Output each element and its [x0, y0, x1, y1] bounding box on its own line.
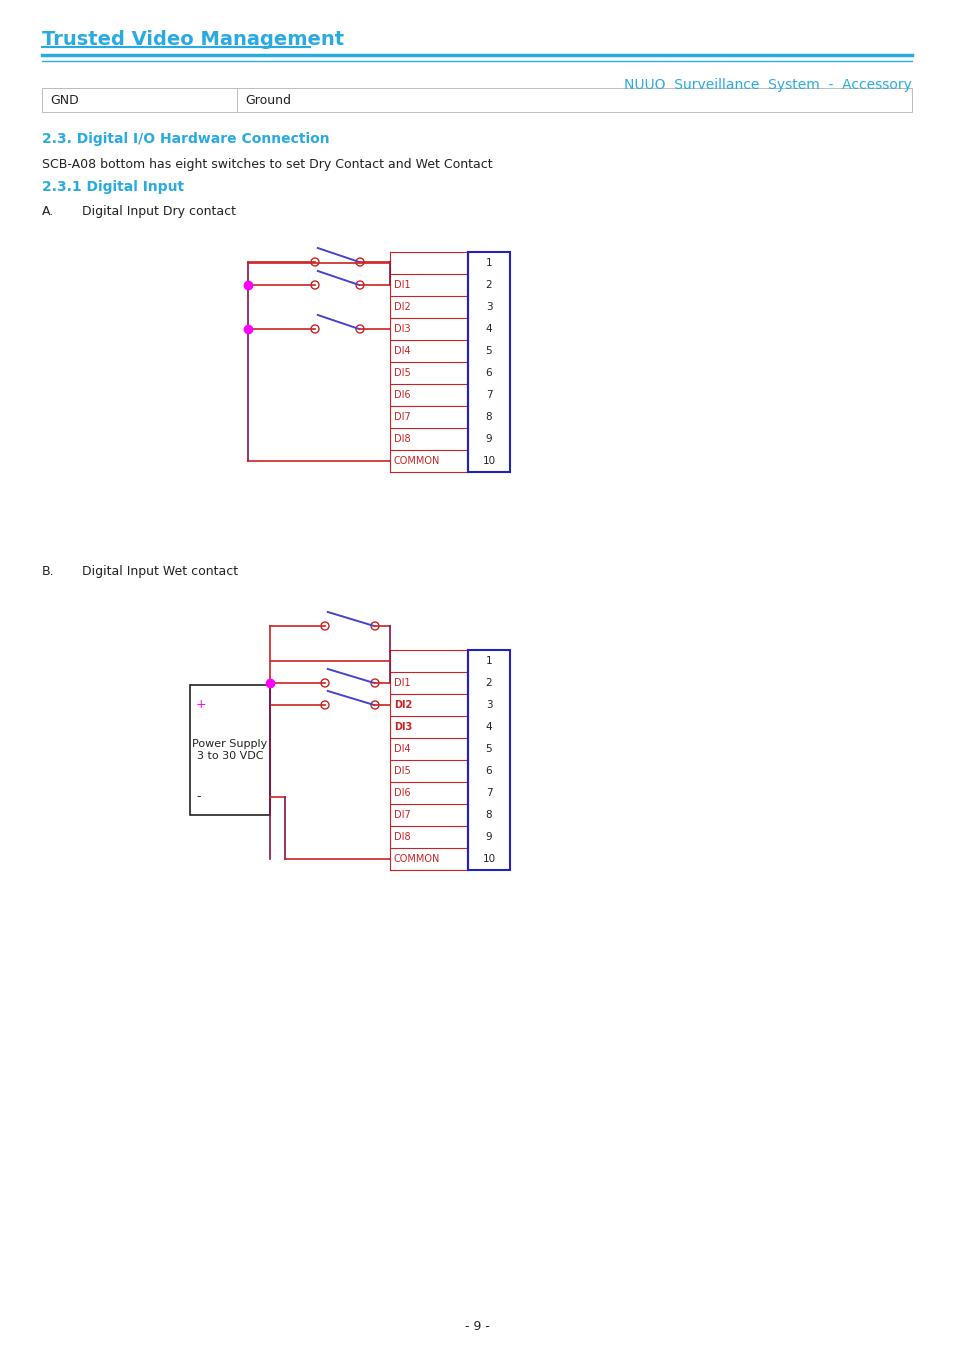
Text: GND: GND [50, 93, 79, 107]
Text: - 9 -: - 9 - [464, 1321, 489, 1333]
Text: 7: 7 [485, 788, 492, 799]
Text: DI6: DI6 [394, 788, 410, 799]
Text: B.: B. [42, 565, 54, 577]
Text: 10: 10 [482, 854, 495, 863]
Text: DI2: DI2 [394, 302, 411, 312]
Text: 4: 4 [485, 722, 492, 733]
Text: DI8: DI8 [394, 434, 410, 444]
Text: 2: 2 [485, 679, 492, 688]
Text: 3: 3 [485, 700, 492, 710]
Text: 6: 6 [485, 766, 492, 776]
Text: 1: 1 [485, 656, 492, 666]
Text: 3: 3 [485, 302, 492, 312]
Text: DI4: DI4 [394, 345, 410, 356]
Text: 5: 5 [485, 745, 492, 754]
Text: Trusted Video Management: Trusted Video Management [42, 30, 344, 49]
Text: Ground: Ground [245, 93, 291, 107]
Text: 8: 8 [485, 809, 492, 820]
Text: 6: 6 [485, 368, 492, 378]
Text: COMMON: COMMON [394, 456, 440, 465]
Text: 2.3.1 Digital Input: 2.3.1 Digital Input [42, 179, 184, 194]
Text: 4: 4 [485, 324, 492, 335]
Bar [190, 685, 270, 815]
Text: DI5: DI5 [394, 368, 411, 378]
Text: 8: 8 [485, 411, 492, 422]
Text: DI5: DI5 [394, 766, 411, 776]
Text: DI8: DI8 [394, 832, 410, 842]
Text: Digital Input Wet contact: Digital Input Wet contact [82, 565, 238, 577]
Text: A.: A. [42, 205, 54, 219]
Text: DI7: DI7 [394, 809, 411, 820]
Text: 9: 9 [485, 832, 492, 842]
Text: 2.3. Digital I/O Hardware Connection: 2.3. Digital I/O Hardware Connection [42, 132, 330, 146]
Text: +: + [195, 699, 207, 711]
Text: DI1: DI1 [394, 281, 410, 290]
Text: Digital Input Dry contact: Digital Input Dry contact [82, 205, 235, 219]
Text: 5: 5 [485, 345, 492, 356]
Bar [468, 252, 510, 472]
Text: DI3: DI3 [394, 324, 410, 335]
Text: 10: 10 [482, 456, 495, 465]
Text: DI4: DI4 [394, 745, 410, 754]
Text: 9: 9 [485, 434, 492, 444]
Text: DI7: DI7 [394, 411, 411, 422]
Text: DI2: DI2 [394, 700, 412, 710]
Text: 7: 7 [485, 390, 492, 401]
Text: DI3: DI3 [394, 722, 412, 733]
Text: NUUO  Surveillance  System  -  Accessory: NUUO Surveillance System - Accessory [623, 78, 911, 92]
Text: COMMON: COMMON [394, 854, 440, 863]
Text: 1: 1 [485, 258, 492, 268]
Text: -: - [195, 791, 200, 804]
Bar [42, 88, 911, 112]
Text: 2: 2 [485, 281, 492, 290]
Text: DI6: DI6 [394, 390, 410, 401]
Bar [468, 650, 510, 870]
Text: Power Supply
3 to 30 VDC: Power Supply 3 to 30 VDC [193, 739, 268, 761]
Text: SCB-A08 bottom has eight switches to set Dry Contact and Wet Contact: SCB-A08 bottom has eight switches to set… [42, 158, 492, 171]
Text: DI1: DI1 [394, 679, 410, 688]
